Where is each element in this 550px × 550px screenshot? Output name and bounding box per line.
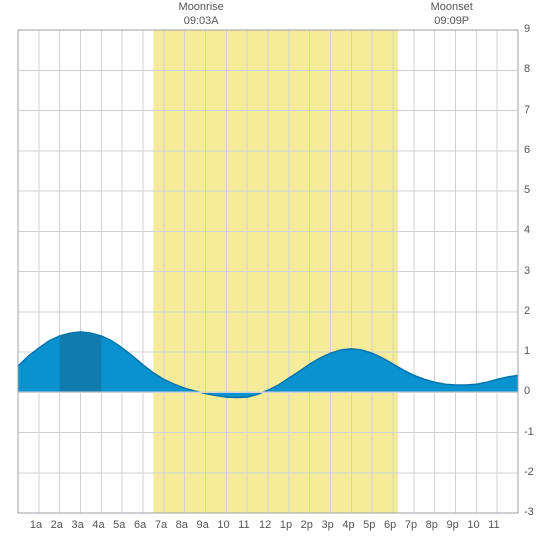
tide-chart: Moonrise 09:03A Moonset 09:09P 1a 2a 3a 4a 5…: [0, 0, 550, 550]
x-tick-label: 1p: [280, 519, 292, 531]
y-tick-label: 1: [524, 345, 530, 357]
x-tick-label: 7a: [155, 519, 167, 531]
x-tick-label: 2p: [301, 519, 313, 531]
x-tick-label: 6a: [134, 519, 146, 531]
y-tick-label: 5: [524, 184, 530, 196]
x-tick-label: 2a: [51, 519, 63, 531]
y-tick-label: 4: [524, 224, 530, 236]
x-tick-label: 11: [238, 519, 249, 531]
x-tick-label: 6p: [384, 519, 396, 531]
x-tick-label: 10: [467, 519, 479, 531]
moonrise-title: Moonrise: [179, 1, 224, 13]
y-tick-label: -3: [524, 506, 534, 518]
y-tick-label: 2: [524, 305, 530, 317]
x-tick-label: 3p: [322, 519, 334, 531]
moonset-title: Moonset: [431, 1, 473, 13]
x-tick-label: 3a: [72, 519, 84, 531]
y-tick-label: 0: [524, 385, 530, 397]
x-tick-label: 1a: [30, 519, 42, 531]
tide-chart-svg: [0, 0, 550, 550]
y-tick-label: -1: [524, 426, 534, 438]
moonset-time: 09:09P: [431, 15, 473, 29]
moonset-annotation: Moonset 09:09P: [431, 1, 473, 29]
x-tick-label: 5p: [363, 519, 375, 531]
x-tick-label: 9p: [447, 519, 459, 531]
x-tick-label: 11: [488, 519, 499, 531]
x-tick-label: 8p: [426, 519, 438, 531]
x-tick-label: 9a: [197, 519, 209, 531]
x-tick-label: 10: [217, 519, 229, 531]
x-tick-label: 12: [259, 519, 271, 531]
moonrise-time: 09:03A: [179, 15, 224, 29]
x-tick-label: 4a: [92, 519, 104, 531]
y-tick-label: 9: [524, 23, 530, 35]
x-tick-label: 4p: [342, 519, 354, 531]
moonrise-annotation: Moonrise 09:03A: [179, 1, 224, 29]
x-tick-label: 8a: [176, 519, 188, 531]
x-tick-label: 5a: [113, 519, 125, 531]
x-tick-label: 7p: [405, 519, 417, 531]
y-tick-label: 3: [524, 265, 530, 277]
y-tick-label: -2: [524, 466, 534, 478]
y-tick-label: 8: [524, 63, 530, 75]
y-tick-label: 7: [524, 104, 530, 116]
y-tick-label: 6: [524, 144, 530, 156]
